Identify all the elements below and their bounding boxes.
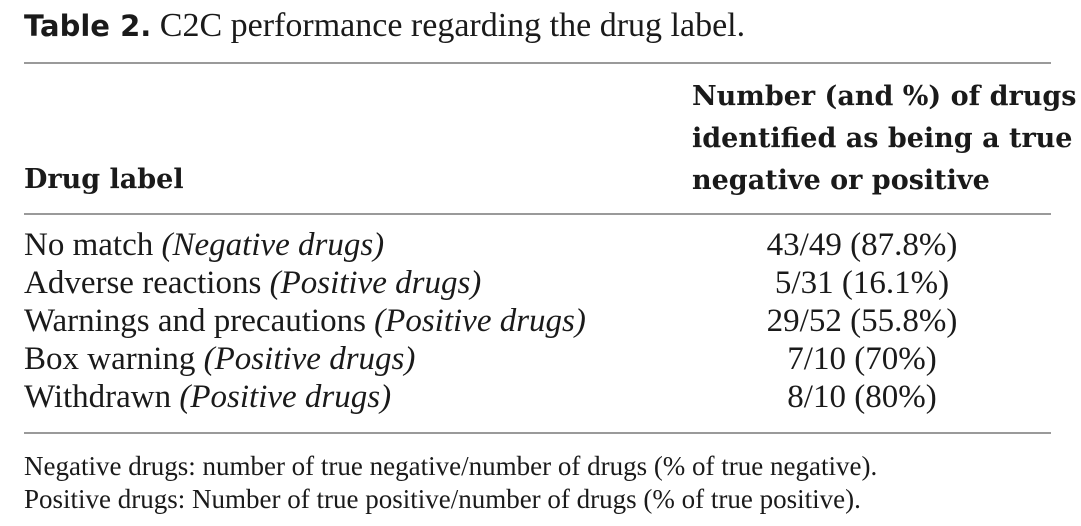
row-label-qualifier: (Positive drugs) xyxy=(203,341,416,377)
table-body: No match (Negative drugs) 43/49 (87.8%) … xyxy=(24,226,1051,416)
row-label-qualifier: (Positive drugs) xyxy=(374,303,586,339)
row-value: 8/10 (80%) xyxy=(787,379,937,415)
column-header-number-line: negative or positive xyxy=(692,165,990,196)
footnote: Negative drugs: number of true negative/… xyxy=(24,451,878,481)
row-label-text: Warnings and precautions xyxy=(24,303,375,339)
table-row: Box warning (Positive drugs) 7/10 (70%) xyxy=(24,340,1051,378)
table-row: Withdrawn (Positive drugs) 8/10 (80%) xyxy=(24,378,1051,416)
row-label-text: Withdrawn xyxy=(24,379,180,415)
row-drug-label: Adverse reactions (Positive drugs) xyxy=(24,264,481,302)
row-drug-label: Box warning (Positive drugs) xyxy=(24,340,415,378)
column-header-number-line: Number (and %) of drugs xyxy=(692,81,1077,112)
column-header-drug-label: Drug label xyxy=(24,164,184,195)
table-caption-text: C2C performance regarding the drug label… xyxy=(151,7,746,44)
row-label-text: No match xyxy=(24,227,162,263)
row-value: 29/52 (55.8%) xyxy=(766,303,958,339)
row-value: 5/31 (16.1%) xyxy=(774,265,950,301)
table-header-rule xyxy=(24,213,1051,215)
table-bottom-rule xyxy=(24,432,1051,434)
table-row: Adverse reactions (Positive drugs) 5/31 … xyxy=(24,264,1051,302)
column-header-number-line: identified as being a true xyxy=(692,123,1073,154)
table-row: No match (Negative drugs) 43/49 (87.8%) xyxy=(24,226,1051,264)
row-label-qualifier: (Negative drugs) xyxy=(161,227,385,263)
column-header-number: Number (and %) of drugs identified as be… xyxy=(692,76,1077,202)
row-drug-label: Warnings and precautions (Positive drugs… xyxy=(24,302,586,340)
table-row: Warnings and precautions (Positive drugs… xyxy=(24,302,1051,340)
table-footnotes: Negative drugs: number of true negative/… xyxy=(24,450,877,516)
table-caption: Table 2. C2C performance regarding the d… xyxy=(24,6,745,46)
row-label-qualifier: (Positive drugs) xyxy=(179,379,392,415)
footnote: Positive drugs: Number of true positive/… xyxy=(24,484,861,514)
row-label-text: Adverse reactions xyxy=(24,265,270,301)
table-top-rule xyxy=(24,62,1051,64)
row-label-text: Box warning xyxy=(24,341,204,377)
row-drug-label: Withdrawn (Positive drugs) xyxy=(24,378,391,416)
row-value: 7/10 (70%) xyxy=(787,341,937,377)
table-caption-label: Table 2. xyxy=(24,9,152,43)
row-drug-label: No match (Negative drugs) xyxy=(24,226,384,264)
row-label-qualifier: (Positive drugs) xyxy=(269,265,482,301)
row-value: 43/49 (87.8%) xyxy=(766,227,958,263)
